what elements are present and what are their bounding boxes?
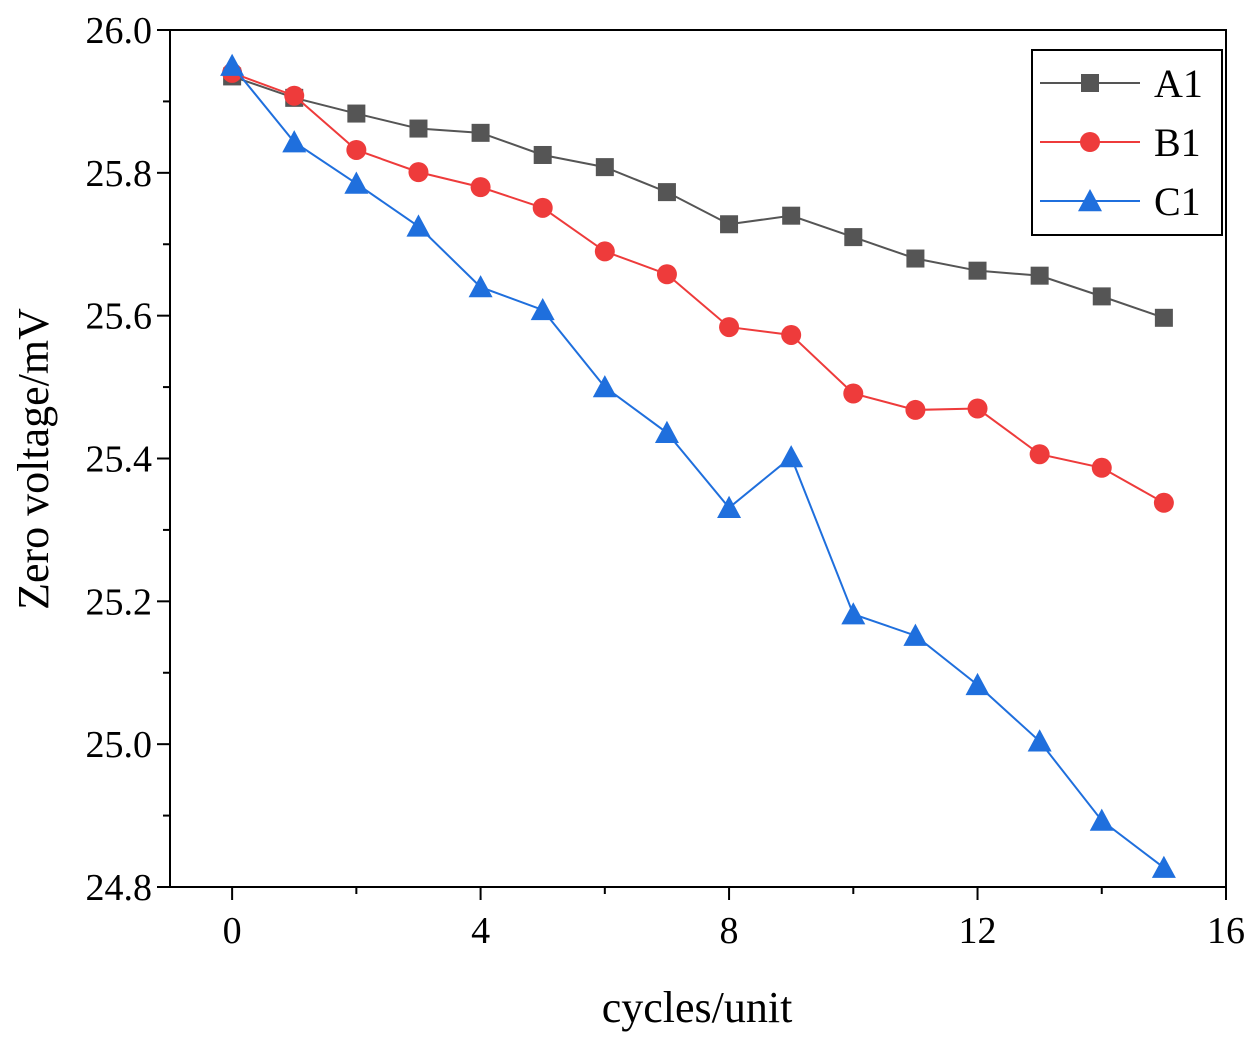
- data-point-a1: [1030, 266, 1049, 285]
- data-point-a1: [533, 145, 552, 164]
- data-point-a1: [657, 183, 676, 202]
- data-point-c1: [717, 495, 742, 518]
- data-point-c1: [406, 214, 431, 237]
- data-point-c1: [344, 171, 369, 194]
- axes: 0 4 8 12 16 24.8 25.0 25.2 25.4 25.6 25.8 26.0: [86, 10, 1246, 952]
- x-tick-label: 16: [1207, 910, 1245, 952]
- data-point-c1: [220, 53, 245, 76]
- series-c1: [220, 53, 1176, 878]
- data-point-c1: [1089, 808, 1114, 831]
- series-line-a1: [231, 75, 1165, 319]
- data-point-b1: [719, 317, 740, 338]
- x-tick-label: 12: [959, 910, 997, 952]
- data-point-c1: [654, 420, 679, 443]
- data-point-b1: [1153, 492, 1174, 513]
- data-point-c1: [592, 375, 617, 398]
- y-tick-label: 25.6: [86, 296, 153, 338]
- data-point-a1: [595, 158, 614, 177]
- data-point-c1: [965, 672, 990, 696]
- data-point-a1: [906, 249, 925, 268]
- data-point-c1: [841, 602, 866, 625]
- legend-label-c1: C1: [1154, 179, 1201, 224]
- data-point-b1: [284, 85, 305, 106]
- y-tick-label: 25.0: [86, 724, 153, 766]
- data-point-a1: [347, 104, 366, 123]
- data-point-c1: [530, 297, 555, 321]
- data-point-b1: [346, 139, 367, 160]
- data-point-b1: [470, 177, 491, 198]
- y-tick-label: 25.2: [86, 581, 153, 623]
- legend-marker-a1: [1081, 74, 1099, 92]
- data-point-a1: [720, 215, 739, 234]
- y-axis-title: Zero voltage/mV: [9, 308, 58, 610]
- data-point-b1: [656, 264, 677, 285]
- data-point-b1: [1091, 457, 1112, 478]
- data-point-b1: [967, 398, 988, 419]
- data-point-c1: [903, 623, 928, 646]
- y-tick-label: 25.8: [86, 153, 153, 195]
- data-point-c1: [779, 445, 804, 468]
- series-line-b1: [231, 71, 1165, 504]
- x-tick-label: 8: [720, 910, 739, 952]
- data-point-b1: [594, 241, 615, 262]
- data-point-a1: [1092, 287, 1111, 306]
- data-point-b1: [781, 324, 802, 345]
- data-point-a1: [409, 119, 428, 138]
- legend-label-b1: B1: [1154, 120, 1201, 165]
- x-tick-label: 0: [223, 910, 242, 952]
- y-tick-label: 26.0: [86, 10, 153, 52]
- series-a1: [223, 67, 1173, 327]
- y-tick-label: 24.8: [86, 867, 153, 909]
- data-point-a1: [471, 123, 490, 142]
- data-point-c1: [468, 275, 493, 298]
- x-axis-title: cycles/unit: [602, 983, 793, 1032]
- data-point-a1: [1154, 308, 1173, 327]
- legend-marker-b1: [1080, 132, 1100, 152]
- data-point-b1: [905, 399, 926, 420]
- legend-marker-c1: [1078, 189, 1102, 212]
- y-tick-label: 25.4: [86, 439, 153, 481]
- data-point-c1: [1151, 855, 1176, 878]
- data-point-b1: [1029, 444, 1050, 465]
- x-tick-label: 4: [471, 910, 490, 952]
- data-point-b1: [532, 197, 553, 218]
- data-point-b1: [843, 383, 864, 404]
- data-point-c1: [1027, 729, 1052, 752]
- legend: A1 B1 C1: [1031, 49, 1223, 236]
- data-point-a1: [968, 261, 987, 280]
- series-line-c1: [231, 65, 1165, 869]
- data-point-b1: [408, 162, 429, 183]
- legend-label-a1: A1: [1154, 61, 1203, 106]
- data-point-a1: [844, 228, 863, 247]
- data-point-c1: [282, 130, 307, 153]
- data-point-a1: [782, 206, 801, 225]
- series-layer: [220, 53, 1176, 878]
